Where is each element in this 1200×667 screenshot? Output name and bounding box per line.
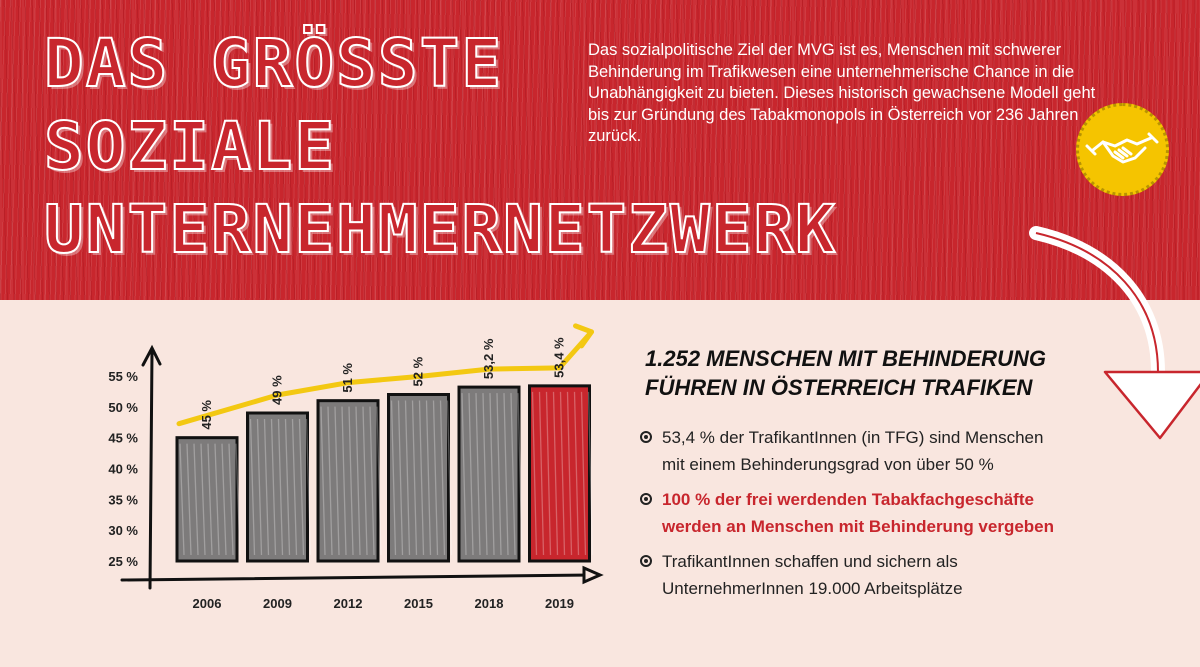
- bullet-icon: [640, 555, 652, 567]
- arrow-icon: [1029, 226, 1200, 440]
- bar: [316, 399, 382, 563]
- x-axis-arrowhead: [582, 565, 604, 585]
- bar: [246, 411, 312, 563]
- bullet-line: werden an Menschen mit Behinderung verge…: [662, 517, 1055, 536]
- x-categories: 2006 2009 2012 2015 2018 2019: [193, 596, 574, 611]
- x-category-label: 2019: [545, 596, 574, 611]
- y-tick-label: 30 %: [108, 523, 138, 538]
- value-label: 52 %: [411, 356, 426, 386]
- handshake-icon: [1085, 132, 1159, 164]
- y-axis: [148, 350, 154, 590]
- bullet-item-highlight: 100 % der frei werdenden Tabakfachgeschä…: [638, 486, 1132, 540]
- bullet-line: TrafikantInnen schaffen und sichern als: [662, 552, 958, 571]
- y-tick-label: 45 %: [108, 431, 138, 446]
- y-tick-label: 40 %: [108, 462, 138, 477]
- title-line: DAS GRÖSSTE: [43, 24, 504, 103]
- header-banner: DAS GRÖSSTE SOZIALE UNTERNEHMERNETZWERK …: [0, 0, 1200, 300]
- bar: [457, 385, 523, 563]
- value-labels: 45 % 49 % 51 % 52 % 53,2 % 53,4 %: [199, 337, 567, 430]
- bars: [175, 384, 594, 563]
- intro-text: Das sozialpolitische Ziel der MVG ist es…: [588, 41, 1096, 145]
- x-category-label: 2006: [193, 596, 222, 611]
- chart-axes: [120, 344, 604, 590]
- bar: [387, 393, 453, 563]
- bar-highlight: [528, 384, 594, 563]
- trend-path: [176, 329, 594, 427]
- bar: [175, 436, 241, 563]
- page-title: DAS GRÖSSTE SOZIALE UNTERNEHMERNETZWERK: [43, 22, 837, 271]
- subheading-line: FÜHREN IN ÖSTERREICH TRAFIKEN: [645, 375, 1033, 400]
- y-ticks: 25 % 30 % 35 % 40 % 45 % 50 % 55 %: [108, 369, 138, 569]
- x-category-label: 2009: [263, 596, 292, 611]
- y-axis-arrowhead: [141, 344, 162, 367]
- value-label: 49 %: [270, 375, 285, 405]
- x-category-label: 2018: [475, 596, 504, 611]
- handshake-badge: [1076, 103, 1169, 196]
- bullet-line: mit einem Behinderungsgrad von über 50 %: [662, 455, 994, 474]
- trend-arrowhead: [573, 323, 594, 349]
- subheading: 1.252 MENSCHEN MIT BEHINDERUNG FÜHREN IN…: [645, 344, 1046, 402]
- bullet-line: UnternehmerInnen 19.000 Arbeitsplätze: [662, 579, 963, 598]
- value-label: 45 %: [199, 400, 214, 430]
- value-label: 53,4 %: [552, 337, 567, 378]
- bullet-icon: [640, 493, 652, 505]
- y-tick-label: 55 %: [108, 369, 138, 384]
- title-line: UNTERNEHMERNETZWERK: [43, 190, 837, 269]
- bullet-line: 53,4 % der TrafikantInnen (in TFG) sind …: [662, 428, 1044, 447]
- bullet-line: 100 % der frei werdenden Tabakfachgeschä…: [662, 490, 1034, 509]
- y-tick-label: 25 %: [108, 554, 138, 569]
- bullet-list: 53,4 % der TrafikantInnen (in TFG) sind …: [638, 424, 1132, 610]
- trend-line: [176, 323, 594, 427]
- bullet-item: 53,4 % der TrafikantInnen (in TFG) sind …: [638, 424, 1132, 478]
- value-label: 51 %: [340, 363, 355, 393]
- bullet-icon: [640, 431, 652, 443]
- x-axis: [120, 573, 594, 582]
- bullet-item: TrafikantInnen schaffen und sichern als …: [638, 548, 1132, 602]
- x-category-label: 2015: [404, 596, 433, 611]
- y-tick-label: 50 %: [108, 400, 138, 415]
- value-label: 53,2 %: [481, 338, 496, 379]
- x-category-label: 2012: [334, 596, 363, 611]
- subheading-line: 1.252 MENSCHEN MIT BEHINDERUNG: [645, 346, 1046, 371]
- title-line: SOZIALE: [43, 107, 337, 186]
- y-tick-label: 35 %: [108, 492, 138, 507]
